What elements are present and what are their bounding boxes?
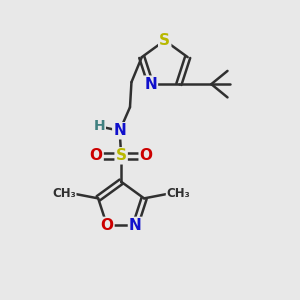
Text: O: O: [100, 218, 113, 233]
Text: N: N: [144, 76, 157, 92]
Text: H: H: [93, 119, 105, 133]
Text: N: N: [129, 218, 142, 233]
Text: O: O: [90, 148, 103, 163]
Text: CH₃: CH₃: [167, 188, 190, 200]
Text: O: O: [140, 148, 153, 163]
Text: S: S: [159, 33, 170, 48]
Text: CH₃: CH₃: [52, 188, 76, 200]
Text: N: N: [113, 123, 126, 138]
Text: S: S: [116, 148, 127, 163]
